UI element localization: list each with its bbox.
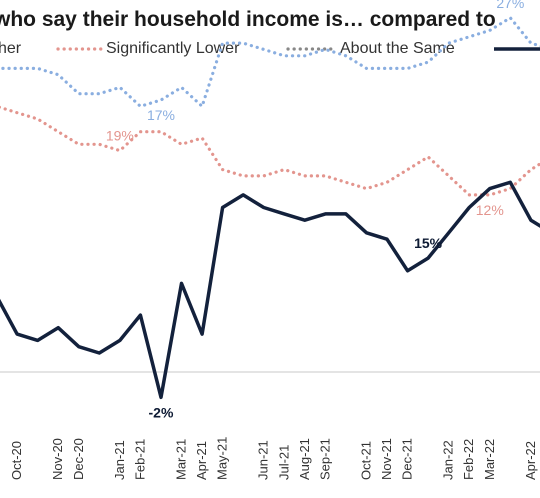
x-tick-label: Dec-20 [71, 438, 86, 480]
x-tick-label: Mar-21 [174, 439, 189, 480]
chart-title: who say their household income is… compa… [0, 8, 496, 31]
legend: her Significantly Lower About the Same [0, 38, 540, 60]
series-line-net [0, 180, 540, 400]
x-tick-label: Aug-21 [297, 438, 312, 480]
x-tick-label: Mar-22 [482, 439, 497, 480]
x-tick-label: May-21 [215, 437, 230, 480]
data-label-lower-5: 12% [476, 202, 504, 218]
data-label-net-7: -2% [149, 404, 174, 420]
x-tick-label: Feb-21 [132, 439, 147, 480]
legend-item-higher: her [0, 38, 60, 60]
legend-label-lower: Significantly Lower [106, 40, 240, 57]
x-tick-label: Jan-22 [441, 440, 456, 480]
x-tick-label: Oct-20 [9, 441, 24, 480]
legend-item-lower: Significantly Lower [56, 38, 266, 60]
x-tick-label: Jul-21 [276, 445, 291, 480]
legend-swatch-lower [56, 47, 104, 51]
x-tick-label: Nov-21 [379, 438, 394, 480]
x-tick-label: Jan-21 [112, 440, 127, 480]
x-tick-label: Sep-21 [317, 438, 332, 480]
x-tick-label: Oct-21 [358, 441, 373, 480]
x-tick-label: Feb-22 [461, 439, 476, 480]
data-label-higher-3: 17% [147, 107, 175, 123]
data-label-lower-4: 19% [106, 128, 134, 144]
data-label-net-6: 15% [414, 235, 443, 251]
x-tick-label: Apr-21 [194, 441, 209, 480]
data-label-higher-2: 27% [496, 0, 524, 11]
legend-label-same: About the Same [340, 40, 455, 57]
x-tick-label: Jun-21 [256, 440, 271, 480]
legend-item-net [492, 38, 540, 60]
legend-swatch-same [286, 47, 336, 51]
x-tick-label: Nov-20 [50, 438, 65, 480]
legend-label-higher: her [0, 40, 22, 57]
x-tick-label: Apr-22 [523, 441, 538, 480]
series-line-higher [0, 16, 540, 108]
legend-swatch-net [494, 47, 540, 51]
legend-item-same: About the Same [286, 38, 486, 60]
x-tick-label: Dec-21 [400, 438, 415, 480]
series-line-lower [0, 105, 540, 197]
